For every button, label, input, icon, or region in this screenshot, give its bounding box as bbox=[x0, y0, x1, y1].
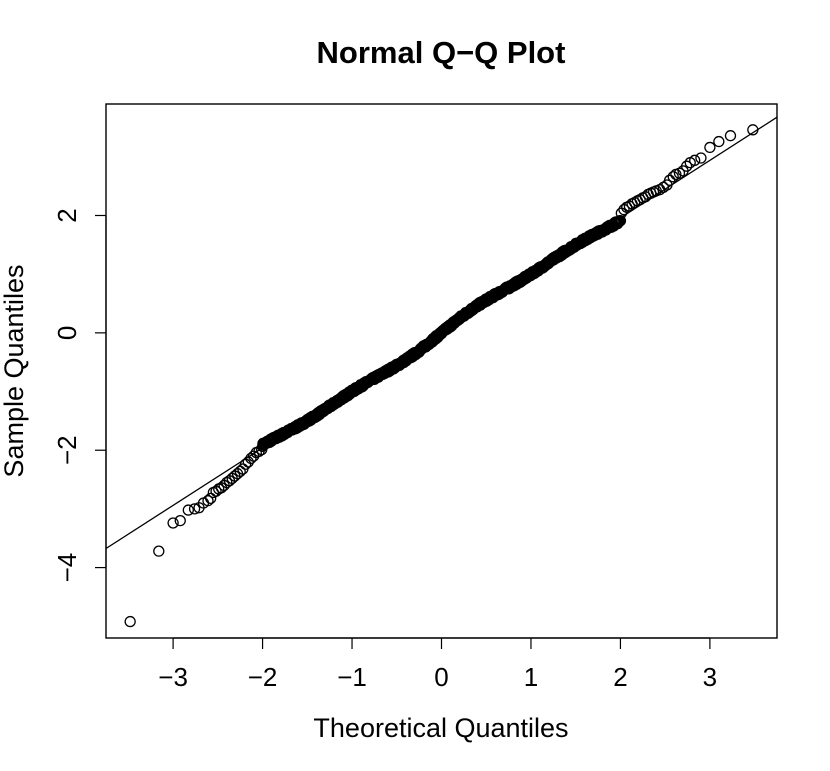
data-point bbox=[153, 545, 165, 557]
data-point bbox=[205, 492, 217, 504]
y-axis: −4 −2 0 2 bbox=[52, 208, 107, 583]
data-point bbox=[747, 124, 759, 136]
data-point bbox=[680, 160, 693, 172]
x-axis: −3 −2 −1 0 1 2 3 bbox=[158, 637, 717, 692]
y-tick-label: 0 bbox=[52, 326, 82, 340]
data-point bbox=[202, 495, 214, 507]
data-point bbox=[234, 465, 246, 478]
data-point bbox=[713, 135, 725, 148]
x-tick-label: 3 bbox=[703, 662, 717, 692]
data-point bbox=[182, 504, 194, 516]
data-point bbox=[724, 130, 737, 142]
data-point bbox=[689, 154, 701, 166]
data-point bbox=[663, 174, 676, 186]
y-axis-title: Sample Quantiles bbox=[0, 264, 29, 477]
data-point bbox=[124, 615, 136, 628]
plot-frame bbox=[105, 103, 778, 639]
y-tick-label: −2 bbox=[52, 435, 82, 465]
data-point bbox=[695, 152, 707, 164]
data-point bbox=[188, 503, 201, 515]
data-point bbox=[667, 171, 679, 183]
x-tick-label: −3 bbox=[158, 662, 188, 692]
data-point bbox=[704, 141, 716, 154]
x-tick-label: 2 bbox=[613, 662, 627, 692]
data-point bbox=[634, 193, 646, 206]
data-point bbox=[614, 215, 627, 227]
y-tick-label: −4 bbox=[52, 553, 82, 583]
data-point bbox=[167, 517, 179, 529]
x-axis-title: Theoretical Quantiles bbox=[313, 713, 568, 743]
x-tick-label: −1 bbox=[337, 662, 367, 692]
data-point bbox=[174, 514, 186, 527]
y-tick-label: 2 bbox=[52, 208, 82, 222]
x-tick-label: 0 bbox=[434, 662, 448, 692]
chart-title: Normal Q−Q Plot bbox=[317, 35, 566, 70]
x-tick-label: −2 bbox=[248, 662, 278, 692]
x-tick-label: 1 bbox=[524, 662, 538, 692]
points-layer bbox=[124, 124, 759, 628]
